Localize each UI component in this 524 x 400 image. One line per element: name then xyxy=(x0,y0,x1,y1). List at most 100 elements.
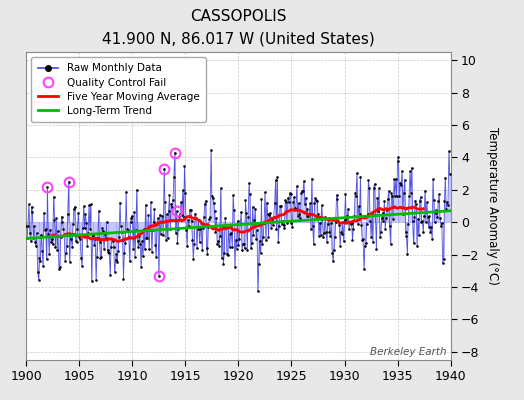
Point xyxy=(185,207,194,213)
Point xyxy=(361,243,369,249)
Point xyxy=(233,245,241,252)
Point xyxy=(310,199,319,206)
Point xyxy=(44,231,52,237)
Point xyxy=(441,174,450,181)
Point xyxy=(158,213,167,220)
Point xyxy=(231,264,239,270)
Point xyxy=(309,222,317,229)
Point xyxy=(243,247,252,253)
Point xyxy=(148,227,157,234)
Point xyxy=(318,216,326,222)
Point xyxy=(363,211,372,217)
Point xyxy=(351,190,359,196)
Point xyxy=(61,258,69,264)
Point xyxy=(74,209,83,216)
Point xyxy=(295,211,303,217)
Point xyxy=(191,210,199,217)
Point xyxy=(329,258,337,264)
Point xyxy=(190,241,199,247)
Point xyxy=(155,272,163,279)
Point xyxy=(380,198,388,204)
Point xyxy=(37,232,46,238)
Point xyxy=(278,217,287,224)
Point xyxy=(366,218,374,224)
Point xyxy=(265,211,274,218)
Point xyxy=(210,200,218,206)
Point xyxy=(349,226,357,232)
Point xyxy=(51,244,60,250)
Point xyxy=(414,232,423,239)
Point xyxy=(381,226,389,232)
Point xyxy=(395,192,403,199)
Point xyxy=(301,194,310,201)
Point xyxy=(139,252,147,259)
Point xyxy=(160,166,168,172)
Point xyxy=(27,204,36,210)
Point xyxy=(216,232,224,239)
Point xyxy=(214,238,222,244)
Point xyxy=(88,278,96,284)
Point xyxy=(166,226,174,233)
Point xyxy=(205,216,213,222)
Point xyxy=(202,197,210,204)
Point xyxy=(151,242,159,248)
Point xyxy=(43,183,52,190)
Point xyxy=(106,272,114,278)
Point xyxy=(32,230,41,236)
Point xyxy=(139,226,148,232)
Point xyxy=(353,170,361,176)
Point xyxy=(94,235,102,242)
Point xyxy=(269,222,277,228)
Point xyxy=(147,199,155,205)
Point xyxy=(238,247,246,253)
Point xyxy=(305,211,313,217)
Point xyxy=(293,213,302,220)
Point xyxy=(444,202,452,208)
Point xyxy=(203,251,212,258)
Point xyxy=(270,213,278,220)
Point xyxy=(220,250,228,256)
Point xyxy=(439,259,447,266)
Point xyxy=(255,238,264,244)
Point xyxy=(402,233,411,239)
Point xyxy=(294,200,303,206)
Point xyxy=(264,234,272,240)
Point xyxy=(422,199,431,205)
Point xyxy=(442,206,451,212)
Point xyxy=(76,236,84,242)
Point xyxy=(237,209,245,216)
Point xyxy=(152,254,160,260)
Point xyxy=(315,220,324,226)
Point xyxy=(35,255,43,262)
Point xyxy=(101,231,109,238)
Point xyxy=(342,215,351,222)
Point xyxy=(238,240,247,247)
Point xyxy=(264,211,272,217)
Point xyxy=(145,246,154,252)
Point xyxy=(328,250,336,256)
Point xyxy=(117,223,125,230)
Point xyxy=(142,235,150,241)
Point xyxy=(105,250,114,256)
Point xyxy=(79,225,87,231)
Point xyxy=(129,246,137,252)
Point xyxy=(125,234,133,240)
Point xyxy=(234,242,243,248)
Point xyxy=(389,215,397,222)
Point xyxy=(432,210,441,216)
Point xyxy=(343,212,352,219)
Point xyxy=(320,230,329,236)
Point xyxy=(344,206,352,212)
Point xyxy=(314,211,322,217)
Point xyxy=(150,206,159,212)
Point xyxy=(83,242,91,249)
Point xyxy=(386,241,395,247)
Point xyxy=(224,252,232,258)
Point xyxy=(370,181,379,187)
Point xyxy=(352,193,360,199)
Point xyxy=(148,248,156,255)
Point xyxy=(387,190,396,196)
Point xyxy=(202,245,211,252)
Point xyxy=(429,176,437,183)
Point xyxy=(133,187,141,193)
